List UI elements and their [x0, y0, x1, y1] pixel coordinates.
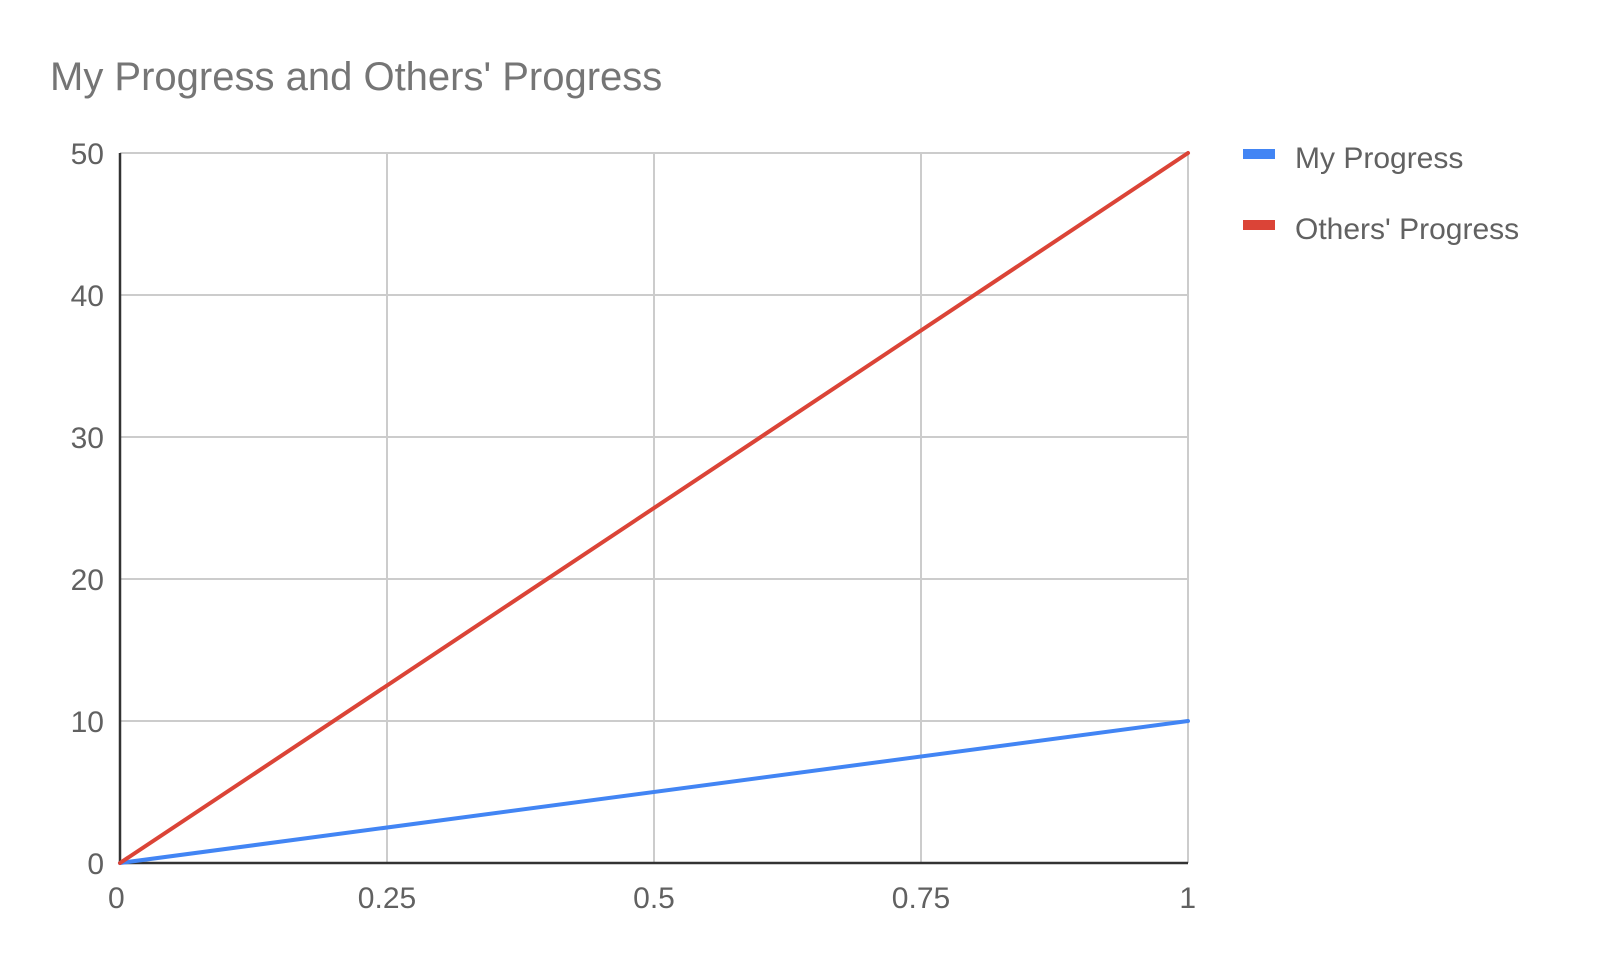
legend-label: My Progress — [1295, 142, 1463, 175]
axes — [118, 153, 1188, 865]
x-tick-label: 0.75 — [892, 882, 950, 915]
y-tick-label: 10 — [71, 706, 104, 739]
legend-swatch — [1243, 149, 1275, 159]
x-tick-label: 0.5 — [633, 882, 675, 915]
y-tick-label: 30 — [71, 422, 104, 455]
tick-labels: 0 10 20 30 40 50 0 0.25 0.5 0.75 1 — [71, 138, 1196, 915]
y-tick-label: 40 — [71, 280, 104, 313]
legend-swatch — [1243, 220, 1275, 230]
legend: My Progress Others' Progress — [1243, 142, 1519, 246]
x-tick-label: 0 — [108, 882, 125, 915]
y-tick-label: 0 — [87, 848, 104, 881]
x-tick-label: 0.25 — [358, 882, 416, 915]
legend-label: Others' Progress — [1295, 213, 1519, 246]
y-tick-label: 50 — [71, 138, 104, 171]
x-tick-label: 1 — [1179, 882, 1196, 915]
series-line-1 — [118, 719, 1190, 865]
grid — [120, 152, 1189, 863]
chart-title: My Progress and Others' Progress — [50, 55, 662, 99]
series-line-2 — [118, 151, 1190, 865]
y-tick-label: 20 — [71, 564, 104, 597]
series-lines — [118, 151, 1190, 865]
